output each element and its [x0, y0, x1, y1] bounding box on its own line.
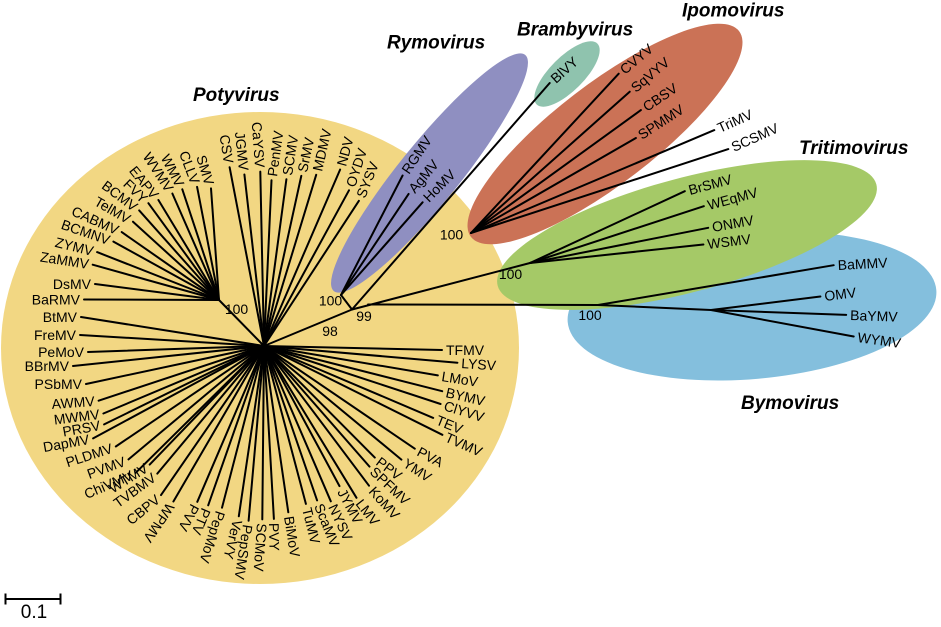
- svg-text:ZaMMV: ZaMMV: [39, 248, 91, 272]
- svg-text:PSbMV: PSbMV: [35, 376, 83, 392]
- svg-text:ONMV: ONMV: [711, 212, 756, 235]
- svg-text:Tritimovirus: Tritimovirus: [799, 138, 908, 159]
- svg-text:MWMV: MWMV: [53, 406, 101, 428]
- svg-text:LYSV: LYSV: [461, 355, 497, 373]
- svg-text:FreMV: FreMV: [34, 327, 77, 343]
- svg-text:NDV: NDV: [333, 134, 356, 167]
- svg-text:BiMoV: BiMoV: [281, 515, 303, 559]
- svg-text:BBrMV: BBrMV: [25, 358, 70, 374]
- svg-text:100: 100: [319, 293, 343, 309]
- svg-text:PenMV: PenMV: [264, 129, 286, 177]
- svg-text:BaMMV: BaMMV: [837, 254, 888, 273]
- svg-text:Potyvirus: Potyvirus: [193, 85, 280, 106]
- svg-text:98: 98: [322, 323, 338, 339]
- svg-text:99: 99: [356, 308, 372, 324]
- svg-text:100: 100: [225, 301, 249, 317]
- svg-text:SCMV: SCMV: [279, 133, 301, 176]
- svg-text:Ipomovirus: Ipomovirus: [682, 1, 784, 22]
- svg-text:JGMV: JGMV: [232, 131, 252, 172]
- svg-text:Rymovirus: Rymovirus: [387, 33, 485, 54]
- svg-text:CaYSV: CaYSV: [249, 121, 268, 169]
- svg-text:BaYMV: BaYMV: [850, 307, 899, 325]
- svg-text:0.1: 0.1: [21, 602, 47, 622]
- svg-text:SrMV: SrMV: [294, 135, 317, 173]
- svg-text:CSV: CSV: [217, 134, 237, 166]
- svg-text:DsMV: DsMV: [53, 276, 92, 292]
- svg-text:SCMoV: SCMoV: [251, 523, 270, 573]
- svg-text:BaRMV: BaRMV: [32, 292, 81, 308]
- svg-text:PeMoV: PeMoV: [38, 344, 85, 360]
- svg-text:PVY: PVY: [266, 523, 282, 552]
- svg-text:AWMV: AWMV: [51, 393, 96, 412]
- svg-text:Bymovirus: Bymovirus: [741, 393, 839, 414]
- svg-text:100: 100: [499, 266, 523, 282]
- svg-text:LMoV: LMoV: [441, 368, 480, 390]
- svg-text:WSMV: WSMV: [706, 231, 752, 252]
- svg-text:100: 100: [578, 307, 602, 323]
- svg-text:100: 100: [440, 227, 464, 243]
- svg-text:OMV: OMV: [823, 284, 857, 304]
- svg-text:WYMV: WYMV: [857, 329, 903, 351]
- svg-text:PRSV: PRSV: [61, 417, 102, 439]
- svg-text:Brambyvirus: Brambyvirus: [517, 20, 633, 41]
- svg-text:TFMV: TFMV: [446, 342, 485, 358]
- svg-text:BtMV: BtMV: [43, 309, 78, 325]
